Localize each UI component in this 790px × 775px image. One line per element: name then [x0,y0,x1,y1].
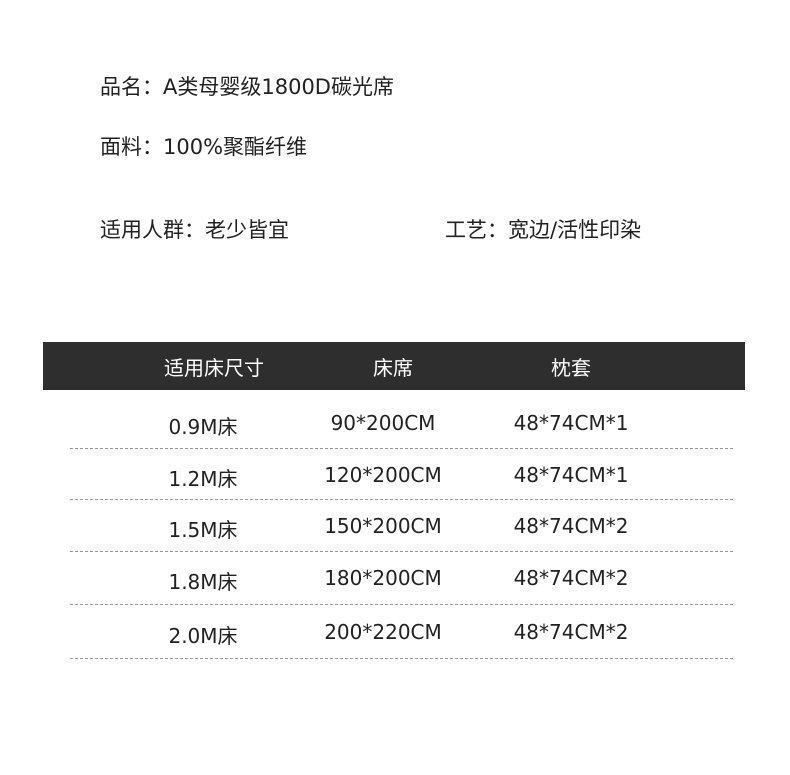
table-row: 1.2M床 120*200CM 48*74CM*1 [0,463,790,493]
table-row: 1.5M床 150*200CM 48*74CM*2 [0,514,790,544]
audience-value: 老少皆宜 [205,218,289,242]
craft-value: 宽边/活性印染 [508,218,642,242]
fabric: 面料：100%聚酯纤维 [100,133,307,161]
bed-size-cell: 1.2M床 [168,467,238,491]
row-divider [70,604,733,605]
product-name-label: 品名： [100,75,163,99]
audience-label: 适用人群： [100,218,205,242]
table-header: 适用床尺寸 床席 枕套 [43,342,745,390]
mat-size-cell: 180*200CM [324,566,442,590]
mat-size-cell: 120*200CM [324,463,442,487]
bed-size-cell: 2.0M床 [168,624,238,648]
product-name-value: A类母婴级1800D碳光席 [163,75,394,99]
bed-size-cell: 0.9M床 [168,415,238,439]
product-name: 品名：A类母婴级1800D碳光席 [100,73,394,101]
mat-size-cell: 200*220CM [324,620,442,644]
header-bed-size: 适用床尺寸 [164,356,264,380]
row-divider [70,448,733,449]
table-row: 0.9M床 90*200CM 48*74CM*1 [0,411,790,441]
row-divider [70,499,733,500]
header-pillowcase: 枕套 [551,356,591,380]
craft: 工艺：宽边/活性印染 [445,216,641,244]
pillowcase-cell: 48*74CM*2 [513,566,629,590]
pillowcase-cell: 48*74CM*2 [513,620,629,644]
table-row: 2.0M床 200*220CM 48*74CM*2 [0,620,790,650]
mat-size-cell: 90*200CM [330,411,436,435]
row-divider [70,658,733,659]
audience: 适用人群：老少皆宜 [100,216,289,244]
mat-size-cell: 150*200CM [324,514,442,538]
fabric-label: 面料： [100,135,163,159]
bed-size-cell: 1.8M床 [168,570,238,594]
fabric-value: 100%聚酯纤维 [163,135,308,159]
pillowcase-cell: 48*74CM*2 [513,514,629,538]
table-row: 1.8M床 180*200CM 48*74CM*2 [0,566,790,596]
row-divider [70,551,733,552]
craft-label: 工艺： [445,218,508,242]
pillowcase-cell: 48*74CM*1 [513,411,629,435]
bed-size-cell: 1.5M床 [168,518,238,542]
pillowcase-cell: 48*74CM*1 [513,463,629,487]
header-mat: 床席 [373,356,413,380]
